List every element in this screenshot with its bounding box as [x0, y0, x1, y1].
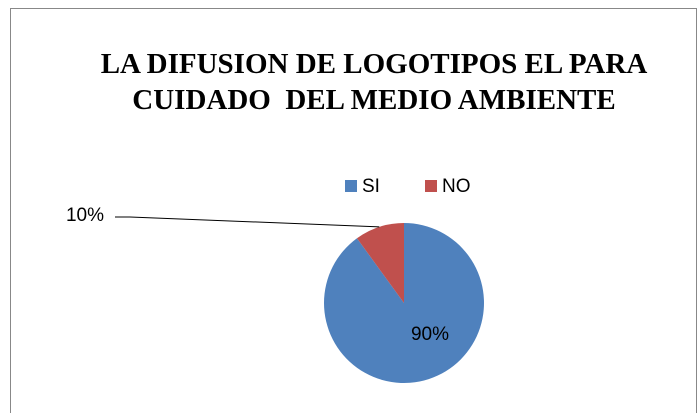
- legend-label: SI: [362, 176, 380, 197]
- legend-swatch: [345, 180, 357, 192]
- data-label: 10%: [66, 205, 104, 226]
- chart-border: [10, 8, 697, 413]
- leader-line: [115, 216, 380, 228]
- data-label: 90%: [411, 324, 449, 345]
- chart-title: LA DIFUSION DE LOGOTIPOS EL PARA CUIDADO…: [100, 48, 655, 116]
- pie-slice: [356, 223, 404, 303]
- pie-slice: [323, 223, 484, 383]
- legend-swatch: [425, 180, 437, 192]
- legend-label: NO: [442, 176, 471, 197]
